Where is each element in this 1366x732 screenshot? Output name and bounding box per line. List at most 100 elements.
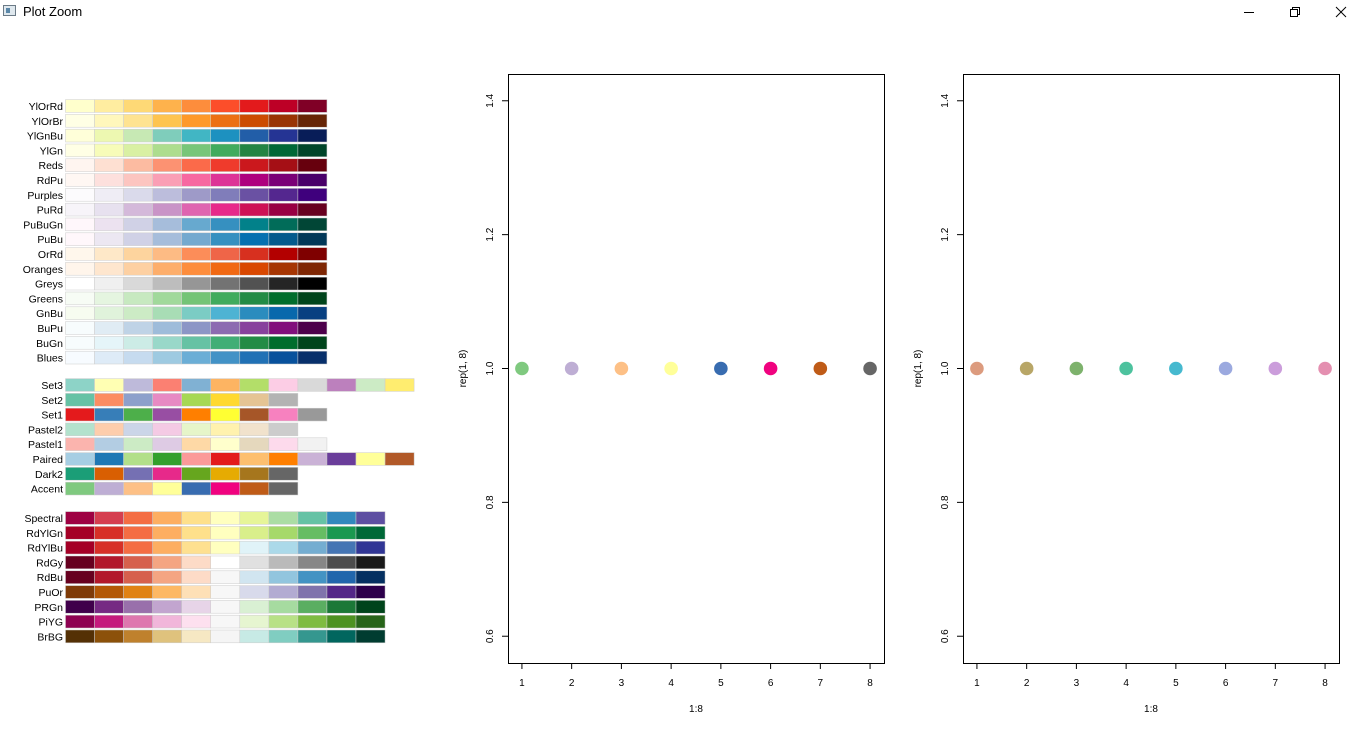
palette-swatch bbox=[65, 321, 95, 335]
palette-swatch bbox=[268, 232, 299, 246]
y-tick-label: 0.6 bbox=[485, 629, 496, 643]
palette-swatch bbox=[210, 128, 241, 143]
palette-swatch bbox=[123, 570, 153, 584]
palette-swatch bbox=[239, 217, 270, 232]
palette-swatch bbox=[65, 407, 95, 422]
palette-swatch bbox=[152, 232, 182, 246]
palette-swatch bbox=[123, 585, 153, 599]
palette-swatch bbox=[152, 570, 182, 584]
palette-swatch bbox=[123, 202, 153, 217]
palette-swatch bbox=[210, 291, 241, 306]
palette-swatch bbox=[326, 629, 357, 644]
palette-swatch bbox=[123, 378, 153, 392]
palette-swatch bbox=[181, 570, 211, 584]
palette-swatch bbox=[239, 467, 270, 481]
palette-swatch bbox=[123, 511, 153, 525]
palette-swatch bbox=[65, 336, 95, 350]
palette-swatch bbox=[65, 247, 95, 261]
palette-swatch bbox=[181, 629, 211, 644]
palette-swatch bbox=[181, 378, 211, 392]
x-tick-label: 1 bbox=[519, 678, 525, 689]
x-tick-label: 5 bbox=[718, 678, 724, 689]
title-bar: Plot Zoom bbox=[0, 0, 1366, 24]
palette-label: Purples bbox=[27, 190, 63, 202]
palette-swatch bbox=[65, 350, 95, 365]
palette-swatch bbox=[268, 114, 299, 128]
palette-swatch bbox=[94, 114, 124, 128]
palette-swatch bbox=[268, 202, 299, 217]
x-tick-label: 3 bbox=[1074, 678, 1080, 689]
palette-swatch bbox=[94, 276, 124, 291]
restore-button[interactable] bbox=[1272, 0, 1318, 24]
close-button[interactable] bbox=[1318, 0, 1364, 24]
palette-swatch bbox=[65, 306, 95, 320]
palette-swatch bbox=[268, 437, 299, 451]
palette-swatch bbox=[326, 600, 357, 614]
palette-swatch bbox=[123, 629, 153, 644]
palette-swatch bbox=[210, 540, 241, 555]
palette-swatch bbox=[210, 629, 241, 644]
palette-swatch bbox=[181, 114, 211, 128]
palette-swatch bbox=[94, 247, 124, 261]
palette-swatch bbox=[94, 614, 124, 629]
palette-swatch bbox=[210, 570, 241, 584]
palette-label: BrBG bbox=[37, 631, 63, 643]
palette-swatch bbox=[94, 158, 124, 172]
palette-swatch bbox=[239, 188, 270, 202]
palette-swatch bbox=[210, 422, 241, 437]
palette-swatch bbox=[210, 526, 241, 540]
palette-swatch bbox=[94, 232, 124, 246]
window-title: Plot Zoom bbox=[23, 4, 83, 19]
plot-frame bbox=[508, 74, 885, 664]
palette-swatch bbox=[123, 173, 153, 187]
palette-swatch bbox=[152, 247, 182, 261]
palette-swatch bbox=[181, 336, 211, 350]
x-tick-label: 2 bbox=[1024, 678, 1030, 689]
palette-swatch bbox=[94, 437, 124, 451]
palette-swatch bbox=[94, 306, 124, 320]
palette-swatch bbox=[152, 600, 182, 614]
palette-swatch bbox=[268, 540, 299, 555]
palette-swatch bbox=[210, 99, 241, 113]
palette-swatch bbox=[152, 378, 182, 392]
palette-label: BuPu bbox=[37, 323, 63, 335]
palette-swatch bbox=[123, 437, 153, 451]
palette-swatch bbox=[239, 540, 270, 555]
palette-swatch bbox=[152, 452, 182, 466]
minimize-button[interactable] bbox=[1226, 0, 1272, 24]
palette-swatch bbox=[181, 291, 211, 306]
palette-swatch bbox=[297, 350, 328, 365]
palette-swatch bbox=[210, 173, 241, 187]
palette-swatch bbox=[268, 143, 299, 158]
app-icon bbox=[3, 5, 16, 16]
palette-swatch bbox=[181, 173, 211, 187]
palette-swatch bbox=[268, 422, 299, 437]
palette-swatch bbox=[210, 262, 241, 276]
palette-swatch bbox=[297, 407, 328, 422]
data-point bbox=[564, 361, 579, 376]
palette-swatch bbox=[152, 481, 182, 496]
palette-label: Set2 bbox=[41, 395, 63, 407]
palette-swatch bbox=[123, 540, 153, 555]
palette-swatch bbox=[123, 143, 153, 158]
palette-swatch bbox=[181, 99, 211, 113]
palette-swatch bbox=[181, 511, 211, 525]
palette-swatch bbox=[326, 585, 357, 599]
palette-swatch bbox=[239, 350, 270, 365]
y-tick-label: 1.4 bbox=[485, 93, 496, 107]
palette-swatch bbox=[268, 306, 299, 320]
palette-swatch bbox=[94, 217, 124, 232]
palette-swatch bbox=[152, 188, 182, 202]
palette-label: Greys bbox=[35, 279, 63, 291]
palette-swatch bbox=[94, 188, 124, 202]
data-point bbox=[970, 361, 984, 376]
palette-swatch bbox=[181, 393, 211, 407]
palette-swatch bbox=[239, 393, 270, 407]
palette-swatch bbox=[239, 629, 270, 644]
palette-swatch bbox=[123, 262, 153, 276]
palette-swatch bbox=[210, 437, 241, 451]
palette-swatch bbox=[65, 291, 95, 306]
palette-swatch bbox=[94, 202, 124, 217]
palette-label: Paired bbox=[33, 454, 64, 466]
palette-swatch bbox=[152, 629, 182, 644]
